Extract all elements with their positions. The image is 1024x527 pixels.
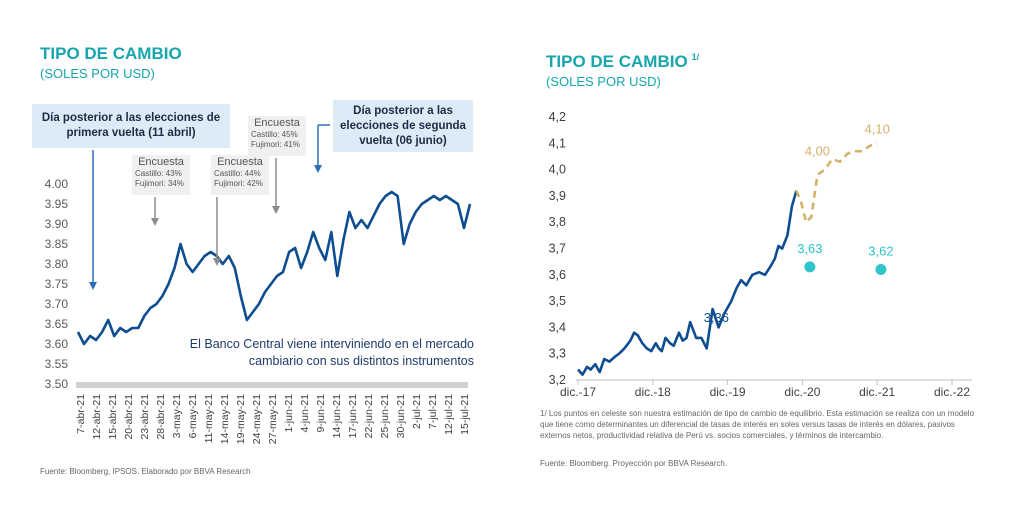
data-label: 3,62 xyxy=(868,244,893,259)
x-tick-label: 19-may-21 xyxy=(235,394,247,444)
right-chart-source: Fuente: Bloomberg. Proyección por BBVA R… xyxy=(540,459,728,468)
y-tick-label: 4,1 xyxy=(549,136,566,150)
x-tick-label: 1-jun-21 xyxy=(283,394,295,433)
survey-castillo: Castillo: 44% xyxy=(214,169,261,178)
survey-box-3: Encuesta Castillo: 45% Fujimori: 41% xyxy=(248,116,306,156)
x-tick-label: dic.-22 xyxy=(934,385,970,399)
first-round-callout: Día posterior a las elecciones de primer… xyxy=(32,104,230,148)
x-tick-label: 15-jul-21 xyxy=(459,394,471,435)
x-axis-bar xyxy=(76,382,468,388)
x-tick-label: 28-abr-21 xyxy=(155,394,167,440)
x-tick-label: 15-abr-21 xyxy=(107,394,119,440)
second-round-arrow-head xyxy=(314,165,322,173)
x-tick-label: 27-may-21 xyxy=(267,394,279,444)
x-tick-label: 9-jun-21 xyxy=(315,394,327,433)
x-tick-label: 25-jun-21 xyxy=(379,394,391,439)
x-tick-label: 3-may-21 xyxy=(171,394,183,439)
left-chart-panel: TIPO DE CAMBIO (SOLES POR USD) Día poste… xyxy=(0,0,500,527)
y-tick-label: 3.80 xyxy=(45,257,69,271)
data-label: 4,10 xyxy=(865,121,890,136)
y-tick-label: 4,2 xyxy=(549,110,566,124)
survey-box-1: Encuesta Castillo: 43% Fujimori: 34% xyxy=(132,155,190,195)
survey-castillo: Castillo: 43% xyxy=(135,169,182,178)
data-label: 3,36 xyxy=(704,310,729,325)
data-label: 4,00 xyxy=(805,144,830,159)
y-tick-label: 3.60 xyxy=(45,337,69,351)
survey-heading: Encuesta xyxy=(254,117,300,129)
y-tick-label: 3.95 xyxy=(45,197,69,211)
x-tick-label: 20-abr-21 xyxy=(123,394,135,440)
y-tick-label: 3,7 xyxy=(549,242,566,256)
right-chart-panel: TIPO DE CAMBIO 1/ (SOLES POR USD) 3,2 3,3 3… xyxy=(520,0,1024,527)
right-chart-footnote: 1/ Los puntos en celeste son nuestra est… xyxy=(540,409,975,440)
x-tick-label: 24-may-21 xyxy=(251,394,263,444)
y-tick-label: 4.00 xyxy=(45,177,69,191)
x-tick-label: 12-jul-21 xyxy=(443,394,455,435)
survey-1-arrow-head xyxy=(151,218,159,226)
x-tick-label: dic.-17 xyxy=(560,385,596,399)
y-tick-label: 3.75 xyxy=(45,277,69,291)
x-tick-label: 7-abr-21 xyxy=(75,394,87,434)
survey-fujimori: Fujimori: 41% xyxy=(251,140,300,149)
x-tick-label: dic.-18 xyxy=(635,385,671,399)
y-tick-label: 3.90 xyxy=(45,217,69,231)
right-chart-title-text: TIPO DE CAMBIO xyxy=(546,52,688,71)
right-chart-title-footnote-mark: 1/ xyxy=(691,52,700,63)
equilibrium-point xyxy=(804,261,816,273)
x-tick-label: 17-jun-21 xyxy=(347,394,359,439)
x-tick-label: dic.-19 xyxy=(710,385,746,399)
x-tick-label: 22-jun-21 xyxy=(363,394,375,439)
left-chart-title: TIPO DE CAMBIO xyxy=(40,44,182,63)
survey-castillo: Castillo: 45% xyxy=(251,130,298,139)
survey-heading: Encuesta xyxy=(138,156,184,168)
survey-3-arrow-head xyxy=(272,206,280,214)
y-tick-label: 3.55 xyxy=(45,357,69,371)
x-tick-label: 14-may-21 xyxy=(219,394,231,444)
x-tick-label: 12-abr-21 xyxy=(91,394,103,440)
x-tick-label: 2-jul-21 xyxy=(411,394,423,429)
x-tick-label: dic.-21 xyxy=(859,385,895,399)
x-tick-label: 4-jun-21 xyxy=(299,394,311,433)
left-chart-subtitle: (SOLES POR USD) xyxy=(40,66,155,81)
equilibrium-point xyxy=(875,264,887,276)
y-tick-label: 3.85 xyxy=(45,237,69,251)
y-tick-label: 3,5 xyxy=(549,294,566,308)
x-tick-label: 11-may-21 xyxy=(203,394,215,444)
right-chart-title: TIPO DE CAMBIO 1/ xyxy=(546,52,699,72)
historical-series-line xyxy=(577,190,798,377)
right-line-chart: 3,2 3,3 3,4 3,5 3,6 3,7 3,8 3,9 4,0 4,1 4,2 dic.-17… xyxy=(549,110,972,399)
y-tick-label: 4,0 xyxy=(549,163,566,177)
y-tick-label: 3.65 xyxy=(45,317,69,331)
y-tick-label: 3,9 xyxy=(549,189,566,203)
y-tick-label: 3,4 xyxy=(549,320,566,334)
x-tick-label: 7-jul-21 xyxy=(427,394,439,429)
y-tick-label: 3.50 xyxy=(45,377,69,391)
exchange-rate-series-line xyxy=(76,190,472,346)
y-tick-label: 3,8 xyxy=(549,215,566,229)
y-tick-label: 3,2 xyxy=(549,373,566,387)
x-tick-label: 14-jun-21 xyxy=(331,394,343,439)
x-tick-label: dic.-20 xyxy=(784,385,820,399)
survey-fujimori: Fujimori: 42% xyxy=(214,179,263,188)
x-tick-label: 30-jun-21 xyxy=(395,394,407,439)
y-tick-label: 3.70 xyxy=(45,297,69,311)
left-line-chart: 3.50 3.55 3.60 3.65 3.70 3.75 3.80 3.85 3.90 3.95… xyxy=(45,124,472,444)
x-tick-label: 23-abr-21 xyxy=(139,394,151,440)
survey-2-arrow-head xyxy=(213,258,221,266)
first-round-arrow-head xyxy=(89,282,97,290)
right-chart-subtitle: (SOLES POR USD) xyxy=(546,74,661,89)
data-label: 3,63 xyxy=(797,241,822,256)
survey-heading: Encuesta xyxy=(217,156,263,168)
central-bank-annotation: El Banco Central viene interviniendo en … xyxy=(189,337,474,368)
left-chart-source: Fuente: Bloomberg, IPSOS. Elaborado por … xyxy=(40,467,251,476)
survey-fujimori: Fujimori: 34% xyxy=(135,179,184,188)
y-tick-label: 3,6 xyxy=(549,268,566,282)
second-round-callout: Día posterior a las elecciones de segund… xyxy=(333,100,473,152)
survey-box-2: Encuesta Castillo: 44% Fujimori: 42% xyxy=(211,155,269,195)
y-tick-label: 3,3 xyxy=(549,347,566,361)
x-tick-label: 6-may-21 xyxy=(187,394,199,439)
